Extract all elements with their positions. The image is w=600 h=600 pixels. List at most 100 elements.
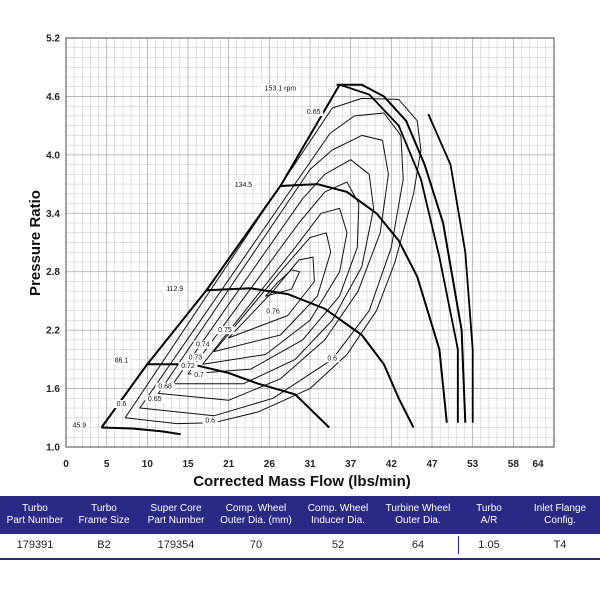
annotation-bg [145,395,165,404]
annotation-bg [163,285,187,294]
efficiency-island [172,159,375,385]
efficiency-island [213,232,332,353]
y-tick-labels: 1.0 1.6 2.2 2.8 3.4 4.0 4.6 5.2 [46,34,60,454]
chart-annotation: 0.6 [205,418,215,425]
annotation-bg [231,180,255,189]
chart-grid [65,37,555,448]
spec-header-text: Inducer Dia. [311,515,365,526]
x-tick-label: 15 [182,459,194,470]
efficiency-island [265,269,301,297]
x-tick-label: 31 [304,459,316,470]
spec-header-text: Outer Dia. (mm) [220,515,292,526]
spec-table-row: 179391 B2 179354 70 52 64 1.05 T4 [0,534,600,556]
chart-annotation: 45.9 [72,423,86,430]
x-tick-label: 37 [345,459,357,470]
spec-header-text: Turbo [22,503,48,514]
spec-header-cell: Turbine Wheel Outer Dia. [378,496,458,534]
annotation-bg [202,416,218,425]
outer-choke-line [427,113,474,423]
chart-annotation: 0.6 [327,355,337,362]
spec-value-cell: B2 [97,539,111,551]
spec-header-cell: Inlet Flange Config. [520,496,600,534]
spec-header-text: Turbo [91,503,117,514]
annotation-bg [111,356,131,365]
spec-header-cell: Super Core Part Number [138,496,214,534]
x-axis-title: Corrected Mass Flow (lbs/min) [193,473,411,490]
spec-value-cell: T4 [553,539,567,551]
x-tick-label: 64 [532,459,544,470]
y-tick-label: 1.6 [46,384,60,395]
x-tick-label: 42 [386,459,398,470]
chart-annotations: 153.1 rpm 134.5 112.9 86.1 45.9 0.65 0.6 0.65 0.… [69,84,340,430]
x-tick-labels: 0 5 10 15 21 26 31 37 42 47 53 58 64 [63,459,544,470]
y-axis-title: Pressure Ratio [27,190,44,296]
y-tick-label: 4.6 [46,92,60,103]
x-tick-label: 10 [142,459,154,470]
spec-table: Turbo Part Number Turbo Frame Size Super Cor… [0,496,600,568]
speed-line [206,287,415,428]
annotation-bg [155,382,175,391]
spec-value-cell: 64 [411,539,425,551]
spec-table-divider [458,536,459,554]
spec-value-cell: 1.05 [478,539,500,551]
chart-annotation: 0.68 [158,384,172,391]
spec-header-cell: Comp. Wheel Outer Dia. (mm) [214,496,298,534]
spec-header-text: Turbo [476,503,502,514]
spec-header-text: Comp. Wheel [307,503,369,514]
chart-annotation: 0.6 [117,401,127,408]
spec-header-text: Inlet Flange [533,503,587,514]
efficiency-island [228,256,315,339]
map-boundary-lines [100,83,474,436]
annotation-bg [69,421,89,430]
chart-annotation: 0.7 [194,372,204,379]
efficiency-island [157,134,389,401]
annotation-bg [185,353,205,362]
x-tick-label: 0 [63,459,69,470]
spec-header-text: A/R [480,515,498,526]
y-tick-label: 4.0 [46,150,60,161]
spec-header-text: Turbine Wheel [385,503,451,514]
y-tick-label: 5.2 [46,34,60,45]
spec-value-cell: 179391 [16,539,54,551]
speed-line [101,426,181,436]
spec-value-cell: 179354 [157,539,195,551]
spec-header-text: Super Core [150,503,202,514]
spec-header-text: Config. [544,515,576,526]
annotation-bg [113,400,129,409]
chart-annotation: 0.65 [148,396,162,403]
chart-annotation: 0.72 [181,363,195,370]
chart-annotation: 86.1 [115,357,129,364]
spec-header-cell: Turbo A/R [458,496,520,534]
spec-table-header: Turbo Part Number Turbo Frame Size Super Cor… [0,496,600,534]
spec-header-text: Outer Dia. [395,515,441,526]
annotation-bg [304,107,324,116]
y-tick-label: 2.8 [46,267,60,278]
spec-header-text: Part Number [147,515,205,526]
spec-header-text: Part Number [6,515,64,526]
annotation-bg [324,354,340,363]
annotation-bg [191,370,207,379]
chart-annotation: 0.73 [189,354,203,361]
spec-header-text: Frame Size [78,515,130,526]
y-tick-label: 3.4 [46,209,60,220]
x-tick-label: 47 [426,459,438,470]
compressor-map-chart: 153.1 rpm134.5112.986.145.90.650.60.650.… [27,34,555,490]
spec-table-bottom-rule [0,558,600,560]
chart-annotation: 0.65 [307,109,321,116]
chart-annotation: 0.75 [218,327,232,334]
plot-frame [65,37,555,448]
spec-header-text: Comp. Wheel [225,503,287,514]
spec-value-cell: 70 [249,539,263,551]
y-tick-label: 1.0 [46,443,60,454]
annotation-bg [193,340,213,349]
y-tick-label: 2.2 [46,326,60,337]
spec-header-cell: Comp. Wheel Inducer Dia. [298,496,378,534]
efficiency-island [124,97,422,425]
chart-annotation: 153.1 rpm [265,86,297,93]
annotation-bg [260,84,300,93]
chart-annotation: 0.74 [196,342,210,349]
annotation-bg [263,307,283,316]
chart-annotation: 0.76 [266,309,280,316]
chart-annotation: 112.9 [166,286,183,293]
speed-line [280,183,448,423]
